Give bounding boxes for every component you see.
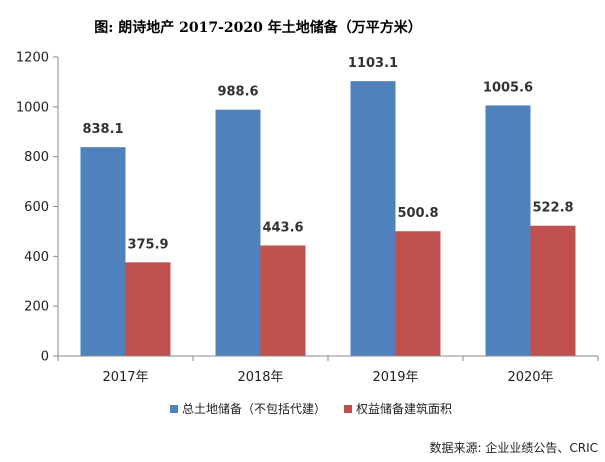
data-label: 500.8: [397, 206, 438, 221]
data-label: 838.1: [82, 122, 123, 137]
legend-label-equity-reserve: 权益储备建筑面积: [356, 401, 452, 416]
source-note: 数据来源: 企业业绩公告、CRIC: [430, 440, 599, 455]
y-tick-label: 600: [24, 200, 49, 215]
x-axis: 2017年 2018年 2019年 2020年: [57, 355, 599, 385]
x-category-label: 2019年: [372, 370, 418, 385]
bar-total-land-reserve: [80, 147, 126, 356]
y-tick-label: 1200: [16, 51, 49, 66]
x-category-label: 2017年: [102, 370, 148, 385]
legend-swatch-total-land-reserve: [170, 405, 178, 413]
data-label: 988.6: [217, 85, 258, 100]
y-tick-label: 400: [24, 250, 49, 265]
y-tick-label: 200: [24, 300, 49, 315]
data-labels-group: 838.1 375.9 988.6 443.6 1103.1 500.8 1005.6 522…: [82, 56, 573, 252]
legend-label-total-land-reserve: 总土地储备（不包括代建）: [182, 401, 326, 416]
bar-equity-reserve: [530, 225, 576, 356]
data-label: 443.6: [262, 220, 303, 235]
y-tick-label: 1000: [16, 100, 49, 115]
bar-total-land-reserve: [215, 109, 261, 357]
y-tick-label: 800: [24, 150, 49, 165]
bar-equity-reserve: [260, 245, 306, 356]
bar-total-land-reserve: [485, 105, 531, 356]
data-label: 375.9: [127, 237, 168, 252]
data-label: 1005.6: [483, 80, 533, 95]
legend: 总土地储备（不包括代建） 权益储备建筑面积: [170, 401, 452, 416]
bar-equity-reserve: [395, 231, 441, 356]
x-category-label: 2020年: [507, 370, 553, 385]
y-axis: 0 200 400 600 800 1000 1200: [16, 51, 59, 365]
data-label: 522.8: [532, 201, 573, 216]
x-category-label: 2018年: [237, 370, 283, 385]
legend-swatch-equity-reserve: [344, 405, 352, 413]
chart-title: 图: 朗诗地产 2017-2020 年土地储备（万平方米）: [94, 19, 422, 36]
bar-total-land-reserve: [350, 81, 396, 356]
bars-group: [80, 81, 576, 357]
data-label: 1103.1: [348, 56, 398, 71]
y-tick-label: 0: [41, 350, 49, 365]
bar-equity-reserve: [125, 262, 171, 356]
